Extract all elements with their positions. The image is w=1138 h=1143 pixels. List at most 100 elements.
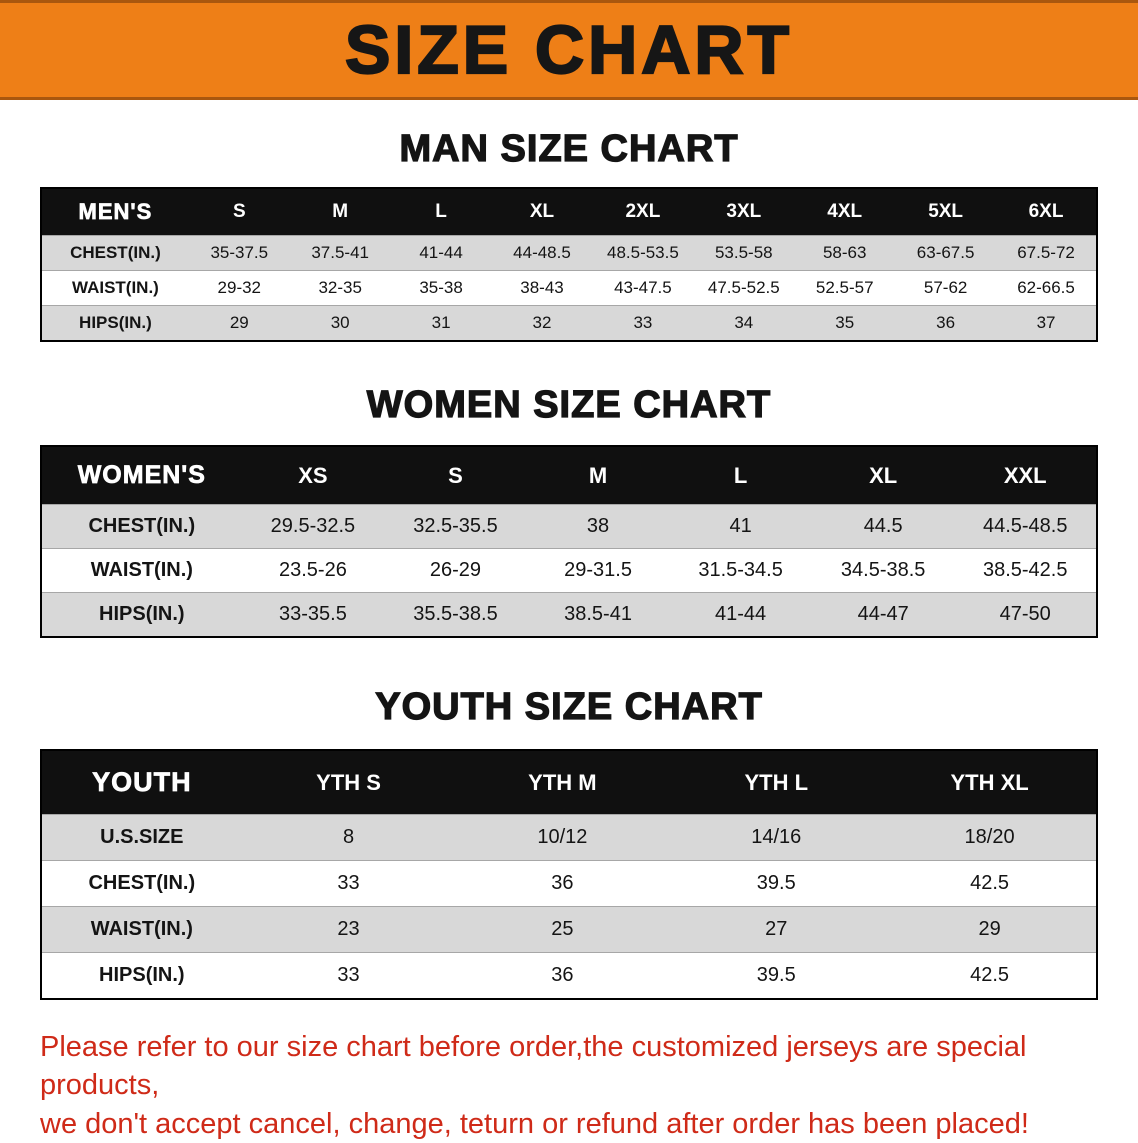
size-column-header: XL	[811, 446, 955, 505]
measurement-value-cell: 38-43	[491, 270, 593, 306]
measurement-value-cell: 32	[491, 305, 593, 341]
measurement-value-cell: 47-50	[954, 592, 1097, 637]
men-size-table: MEN'S S M L XL 2XL 3XL 4XL 5XL 6XL CHEST(IN.) 35-37…	[40, 187, 1098, 342]
measurement-value-cell: 38	[526, 504, 670, 549]
size-column-header: XL	[491, 188, 593, 236]
size-column-header: XS	[241, 446, 385, 505]
measurement-row: HIPS(IN.) 29 30 31 32 33 34 35 36 37	[41, 305, 1097, 341]
row-label-cell: WAIST(IN.)	[41, 548, 242, 593]
measurement-value-cell: 36	[455, 860, 670, 907]
size-chart-banner: SIZE CHART	[0, 0, 1138, 100]
row-label-cell: CHEST(IN.)	[41, 860, 242, 907]
measurement-value-cell: 52.5-57	[794, 270, 896, 306]
measurement-value-cell: 29	[883, 906, 1097, 953]
women-size-section: WOMEN SIZE CHART WOMEN'S XS S M L XL XXL CHEST(…	[0, 383, 1138, 638]
size-column-header: S	[188, 188, 290, 236]
measurement-value-cell: 37.5-41	[289, 235, 391, 271]
disclaimer: Please refer to our size chart before or…	[40, 1028, 1098, 1143]
youth-size-table: YOUTH YTH S YTH M YTH L YTH XL U.S.SIZE 8 10/12…	[40, 749, 1098, 1000]
banner-title: SIZE CHART	[344, 12, 793, 88]
measurement-value-cell: 36	[895, 305, 997, 341]
man-size-chart-heading: MAN SIZE CHART	[399, 127, 739, 170]
table-header-row: WOMEN'S XS S M L XL XXL	[41, 446, 1097, 505]
table-title-cell: MEN'S	[41, 188, 189, 236]
measurement-value-cell: 18/20	[883, 814, 1097, 861]
measurement-value-cell: 31	[390, 305, 492, 341]
measurement-row: WAIST(IN.) 23 25 27 29	[41, 906, 1097, 953]
table-title-cell: YOUTH	[41, 750, 242, 815]
measurement-value-cell: 39.5	[669, 952, 884, 999]
measurement-value-cell: 44.5	[811, 504, 955, 549]
size-column-header: YTH S	[241, 750, 456, 815]
measurement-value-cell: 47.5-52.5	[693, 270, 795, 306]
measurement-value-cell: 25	[455, 906, 670, 953]
size-column-header: L	[669, 446, 812, 505]
youth-size-chart-heading: YOUTH SIZE CHART	[375, 685, 763, 728]
size-column-header: M	[526, 446, 670, 505]
measurement-value-cell: 53.5-58	[693, 235, 795, 271]
women-size-table: WOMEN'S XS S M L XL XXL CHEST(IN.) 29.5-32.5 32.5…	[40, 445, 1098, 638]
measurement-value-cell: 33	[241, 952, 456, 999]
size-column-header: 4XL	[794, 188, 896, 236]
measurement-value-cell: 48.5-53.5	[592, 235, 694, 271]
measurement-value-cell: 33	[592, 305, 694, 341]
measurement-value-cell: 32-35	[289, 270, 391, 306]
measurement-value-cell: 43-47.5	[592, 270, 694, 306]
measurement-value-cell: 14/16	[669, 814, 884, 861]
disclaimer-line-2: we don't accept cancel, change, teturn o…	[40, 1107, 1029, 1140]
measurement-value-cell: 36	[455, 952, 670, 999]
measurement-value-cell: 29-32	[188, 270, 290, 306]
row-label-cell: CHEST(IN.)	[41, 504, 242, 549]
measurement-value-cell: 37	[996, 305, 1097, 341]
measurement-value-cell: 39.5	[669, 860, 884, 907]
men-size-section: MAN SIZE CHART MEN'S S M L XL 2XL 3XL 4XL 5XL 6XL…	[0, 127, 1138, 342]
measurement-row: CHEST(IN.) 35-37.5 37.5-41 41-44 44-48.5 48.5…	[41, 235, 1097, 271]
row-label-cell: HIPS(IN.)	[41, 305, 189, 341]
row-label-cell: HIPS(IN.)	[41, 952, 242, 999]
measurement-value-cell: 38.5-42.5	[954, 548, 1097, 593]
measurement-row: HIPS(IN.) 33-35.5 35.5-38.5 38.5-41 41-44 44-…	[41, 592, 1097, 637]
row-label-cell: WAIST(IN.)	[41, 270, 189, 306]
measurement-value-cell: 27	[669, 906, 884, 953]
measurement-value-cell: 33-35.5	[241, 592, 385, 637]
women-size-chart-heading: WOMEN SIZE CHART	[366, 383, 772, 426]
measurement-value-cell: 35.5-38.5	[384, 592, 527, 637]
measurement-row: U.S.SIZE 8 10/12 14/16 18/20	[41, 814, 1097, 861]
measurement-value-cell: 44-48.5	[491, 235, 593, 271]
measurement-value-cell: 34.5-38.5	[811, 548, 955, 593]
size-column-header: 2XL	[592, 188, 694, 236]
measurement-value-cell: 32.5-35.5	[384, 504, 527, 549]
measurement-value-cell: 58-63	[794, 235, 896, 271]
measurement-value-cell: 30	[289, 305, 391, 341]
size-column-header: XXL	[954, 446, 1097, 505]
row-label-cell: HIPS(IN.)	[41, 592, 242, 637]
measurement-value-cell: 34	[693, 305, 795, 341]
size-column-header: 3XL	[693, 188, 795, 236]
table-header-row: YOUTH YTH S YTH M YTH L YTH XL	[41, 750, 1097, 815]
measurement-value-cell: 8	[241, 814, 456, 861]
measurement-value-cell: 29.5-32.5	[241, 504, 385, 549]
measurement-value-cell: 29	[188, 305, 290, 341]
table-title-cell: WOMEN'S	[41, 446, 242, 505]
measurement-value-cell: 42.5	[883, 952, 1097, 999]
measurement-value-cell: 62-66.5	[996, 270, 1097, 306]
measurement-value-cell: 63-67.5	[895, 235, 997, 271]
size-column-header: 6XL	[996, 188, 1097, 236]
measurement-row: HIPS(IN.) 33 36 39.5 42.5	[41, 952, 1097, 999]
measurement-value-cell: 44.5-48.5	[954, 504, 1097, 549]
measurement-value-cell: 23.5-26	[241, 548, 385, 593]
youth-size-section: YOUTH SIZE CHART YOUTH YTH S YTH M YTH L YTH…	[0, 685, 1138, 1000]
measurement-value-cell: 42.5	[883, 860, 1097, 907]
measurement-value-cell: 35-37.5	[188, 235, 290, 271]
measurement-value-cell: 31.5-34.5	[669, 548, 812, 593]
row-label-cell: WAIST(IN.)	[41, 906, 242, 953]
measurement-value-cell: 57-62	[895, 270, 997, 306]
size-column-header: L	[390, 188, 492, 236]
measurement-value-cell: 41-44	[390, 235, 492, 271]
size-column-header: YTH M	[455, 750, 670, 815]
measurement-value-cell: 35	[794, 305, 896, 341]
measurement-value-cell: 41-44	[669, 592, 812, 637]
measurement-value-cell: 67.5-72	[996, 235, 1097, 271]
row-label-cell: U.S.SIZE	[41, 814, 242, 861]
measurement-value-cell: 35-38	[390, 270, 492, 306]
